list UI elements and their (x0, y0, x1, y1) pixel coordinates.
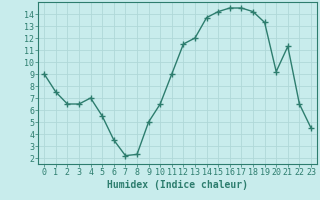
X-axis label: Humidex (Indice chaleur): Humidex (Indice chaleur) (107, 180, 248, 190)
